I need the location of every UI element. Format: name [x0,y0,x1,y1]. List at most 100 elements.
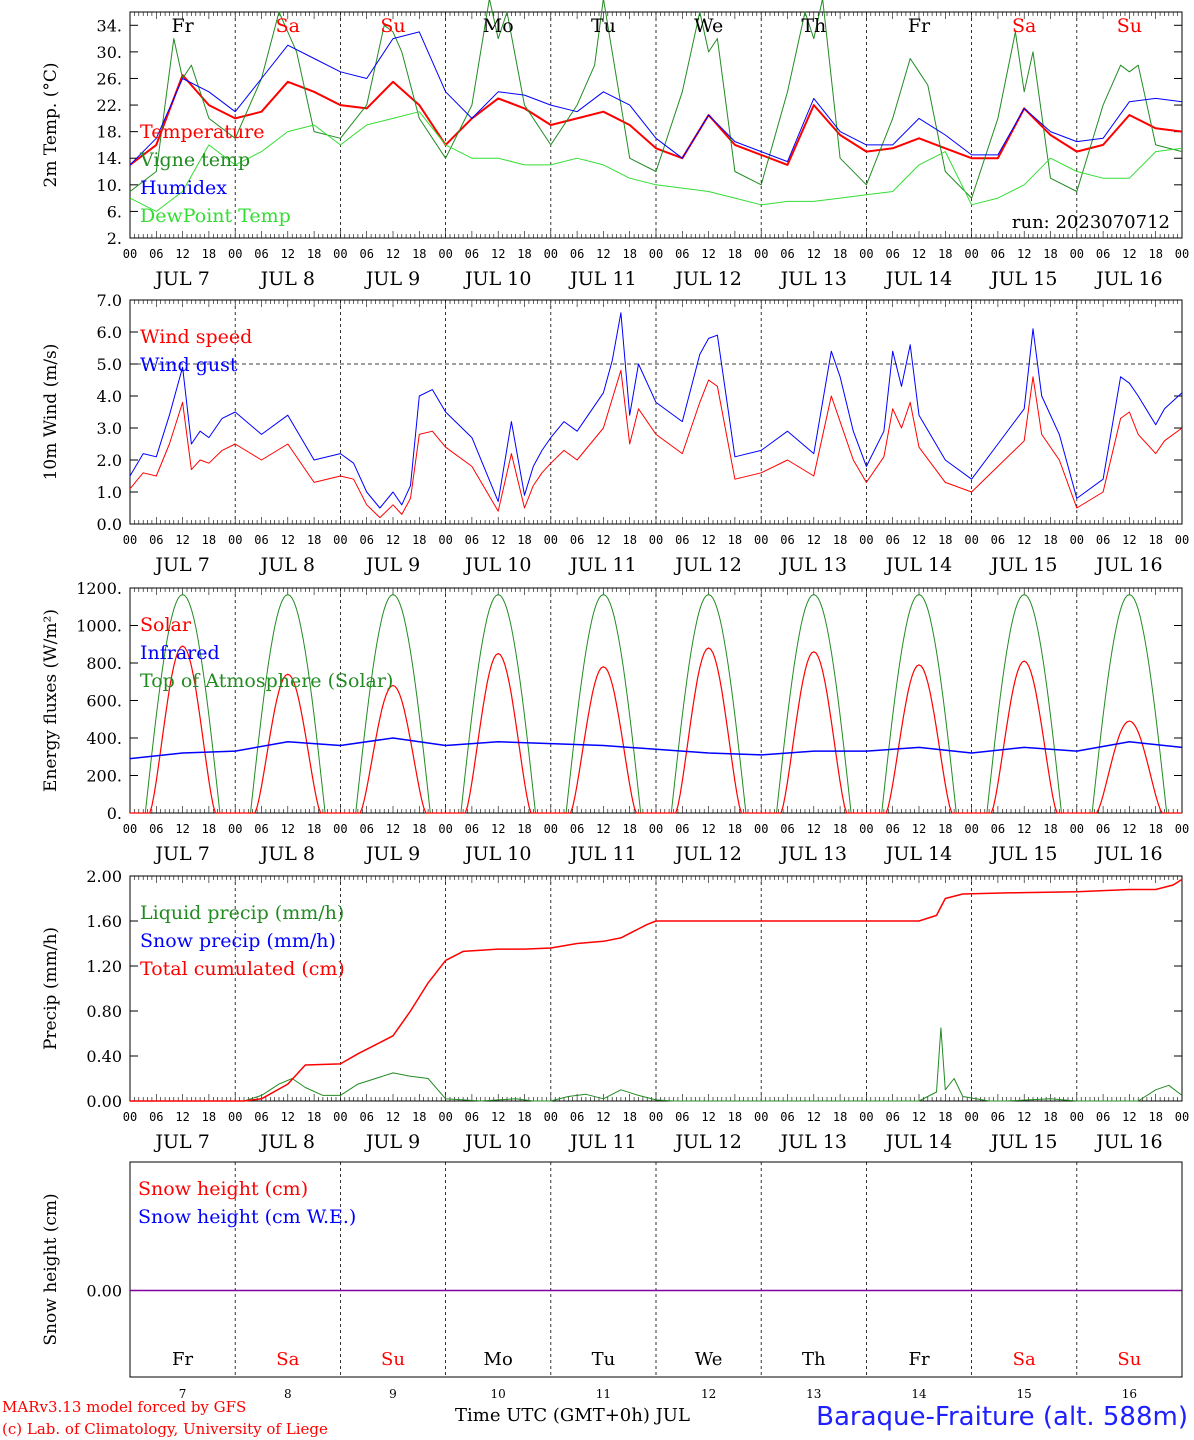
hour-tick-label: 06 [991,822,1005,836]
hour-tick-label: 12 [175,533,189,547]
day-label: JUL 16 [1094,1131,1162,1153]
y-tick-label: 4.0 [97,387,122,406]
hour-tick-label: 06 [1096,533,1110,547]
hour-tick-label: 18 [202,533,216,547]
hour-tick-label: 12 [596,822,610,836]
hour-tick-label: 00 [859,822,873,836]
day-label: JUL 12 [673,1131,741,1153]
hour-tick-label: 00 [754,1110,768,1124]
hour-tick-label: 18 [938,533,952,547]
y-tick-label: 34. [97,16,122,35]
hour-tick-label: 06 [675,247,689,261]
hour-tick-label: 06 [359,247,373,261]
series-total-cumulated-cm [130,878,1183,1102]
hour-tick-label: 06 [780,247,794,261]
series-humidex [129,31,1183,166]
y-tick-label: 0.80 [86,1002,122,1021]
snow-day-abbr: Fr [172,1349,193,1370]
hour-tick-label: 06 [1096,247,1110,261]
hour-tick-label: 06 [465,1110,479,1124]
hour-tick-label: 18 [728,1110,742,1124]
y-tick-label: 2.00 [86,867,122,886]
y-tick-label: 10. [97,176,122,195]
day-label: JUL 14 [884,554,952,576]
y-tick-label: 0.40 [86,1047,122,1066]
hour-tick-label: 18 [1043,822,1057,836]
hour-tick-label: 00 [1070,822,1084,836]
hour-tick-label: 00 [1175,822,1189,836]
hour-tick-label: 18 [517,1110,531,1124]
hour-tick-label: 12 [912,1110,926,1124]
legend-entry: Snow height (cm) [138,1178,308,1200]
y-tick-label: 0.00 [86,1092,122,1111]
day-labels: JUL 7 JUL 8 JUL 9 JUL 10 JUL 11 JUL 12 JUL 13 J… [153,1131,1162,1153]
hour-labels: 00 06 12 18 00 06 12 18 00 06 12 18 00 06 12 18 00 06 12 18… [123,247,1189,261]
y-axis-label: 10m Wind (m/s) [41,344,61,481]
hour-tick-label: 06 [885,533,899,547]
hour-tick-label: 06 [675,822,689,836]
x-minor-ticks [129,12,1183,238]
hour-tick-label: 06 [254,533,268,547]
top-day-abbr: Th [801,15,826,37]
legend-entry: Snow height (cm W.E.) [138,1206,356,1228]
panel-energy: 0. 200. 400. 600. 800. 1000. 1200. Energy fluxe… [41,579,1189,865]
hour-tick-label: 18 [517,822,531,836]
snow-day-number: 8 [284,1387,292,1401]
hour-tick-label: 12 [807,822,821,836]
hour-tick-label: 00 [228,247,242,261]
day-label: JUL 14 [884,1131,952,1153]
top-day-abbr: Fr [908,15,931,37]
legend-entry: Wind gust [140,354,238,376]
y-tick-label: 1200. [76,579,122,598]
y-tick-label: 800. [86,654,122,673]
day-label: JUL 13 [779,843,847,865]
x-minor-ticks [129,588,1183,813]
snow-day-number: 9 [389,1387,397,1401]
snow-day-abbr: Fr [908,1349,929,1370]
hour-tick-label: 18 [622,822,636,836]
y-axis-label: Precip (mm/h) [41,927,61,1050]
hour-tick-label: 18 [202,1110,216,1124]
y-tick-label: 3.0 [97,419,122,438]
hour-tick-label: 12 [386,822,400,836]
y-tick-label: 7.0 [97,291,122,310]
hour-tick-label: 00 [649,533,663,547]
hour-tick-label: 06 [570,822,584,836]
day-label: JUL 9 [364,1131,420,1153]
hour-tick-label: 06 [991,533,1005,547]
hour-tick-label: 00 [964,822,978,836]
top-day-abbr: Tu [591,15,616,37]
hour-tick-label: 06 [149,822,163,836]
series-group [129,0,1183,212]
day-label: JUL 16 [1094,843,1162,865]
series-temperature [129,74,1183,166]
legend-entry: Total cumulated (cm) [140,958,345,980]
top-day-abbr: Su [380,15,405,37]
hour-tick-label: 06 [1096,1110,1110,1124]
series-group [130,878,1183,1102]
hour-tick-label: 06 [359,822,373,836]
hour-tick-label: 18 [938,822,952,836]
series-liquid-precip-mm-h [130,1027,1183,1102]
day-label: JUL 7 [153,1131,209,1153]
day-label: JUL 9 [364,843,420,865]
hour-tick-label: 18 [833,533,847,547]
day-label: JUL 14 [884,268,952,290]
y-axis-label: 2m Temp. (°C) [41,62,61,187]
hour-tick-label: 18 [1148,247,1162,261]
hour-tick-label: 06 [780,822,794,836]
hour-tick-label: 12 [807,533,821,547]
day-label: JUL 8 [259,554,315,576]
day-label: JUL 15 [989,843,1057,865]
y-axis-label: Energy fluxes (W/m²) [41,609,61,792]
hour-labels: 00 06 12 18 00 06 12 18 00 06 12 18 00 06 12 18 00 06 12 18… [123,822,1189,836]
hour-tick-label: 06 [570,1110,584,1124]
day-label: JUL 16 [1094,554,1162,576]
snow-day-abbr: We [695,1349,723,1370]
hour-tick-label: 00 [544,247,558,261]
day-labels: JUL 7 JUL 8 JUL 9 JUL 10 JUL 11 JUL 12 JUL 13 J… [153,268,1162,290]
day-labels: JUL 7 JUL 8 JUL 9 JUL 10 JUL 11 JUL 12 JUL 13 J… [153,554,1162,576]
hour-tick-label: 12 [912,247,926,261]
hour-tick-label: 06 [465,822,479,836]
hour-tick-label: 12 [1122,822,1136,836]
